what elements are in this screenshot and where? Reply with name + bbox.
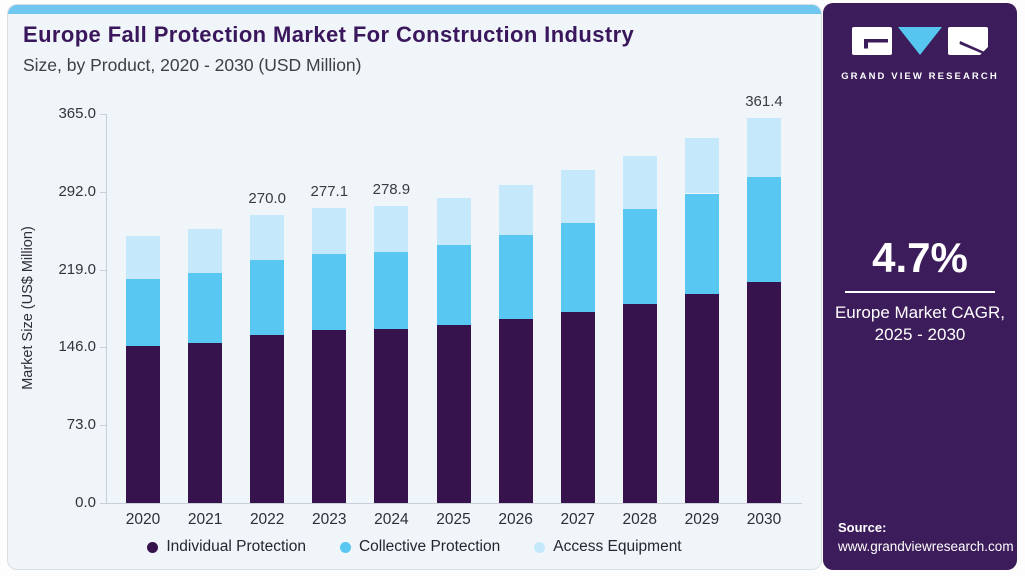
bar-segment-2024-individual-protection <box>374 328 409 503</box>
legend-item: Collective Protection <box>339 538 501 556</box>
bar-segment-2025-collective-protection <box>436 244 471 326</box>
y-tick-mark <box>100 114 106 115</box>
chart-title: Europe Fall Protection Market For Constr… <box>23 22 635 47</box>
x-tick-label: 2021 <box>187 511 223 528</box>
bar-segment-2027-individual-protection <box>560 311 595 503</box>
bar-segment-2024-collective-protection <box>374 251 409 329</box>
bar-total-label: 277.1 <box>310 182 349 200</box>
bar-segment-2029-collective-protection <box>684 193 719 294</box>
chart-legend: Individual Protection Collective Protecti… <box>8 538 821 556</box>
bar-segment-2024-access-equipment <box>374 205 409 252</box>
bar-segment-2030-access-equipment <box>747 117 781 177</box>
source-url: www.grandviewresearch.com <box>838 539 1014 555</box>
y-tick-mark <box>100 425 106 427</box>
brand-name: GRAND VIEW RESEARCH <box>841 71 999 82</box>
chart-subtitle: Size, by Product, 2020 - 2030 (USD Milli… <box>23 55 362 75</box>
x-tick-label: 2026 <box>498 511 533 528</box>
bar-segment-2020-collective-protection <box>126 278 160 346</box>
legend-label: Access Equipment <box>553 538 682 555</box>
source-label: Source: <box>838 519 887 535</box>
bar-segment-2030-collective-protection <box>747 176 781 282</box>
x-tick-label: 2023 <box>312 511 347 528</box>
x-tick-label: 2020 <box>125 511 161 528</box>
x-tick-label: 2027 <box>560 511 595 528</box>
y-tick-label: 146.0 <box>58 338 96 356</box>
bar-total-label: 278.9 <box>372 180 411 198</box>
bar-segment-2025-access-equipment <box>436 197 471 245</box>
bar-segment-2030-individual-protection <box>747 281 781 503</box>
x-tick-label: 2022 <box>249 511 285 528</box>
bar-segment-2023-collective-protection <box>312 254 347 331</box>
bar-segment-2027-access-equipment <box>560 170 595 223</box>
cagr-label-line1: Europe Market CAGR, <box>834 303 1006 322</box>
bar-segment-2025-individual-protection <box>436 325 471 503</box>
y-tick-mark <box>100 503 106 504</box>
bar-segment-2026-collective-protection <box>498 234 533 320</box>
bar-segment-2022-collective-protection <box>250 260 285 336</box>
bar-total-label: 361.4 <box>745 92 783 110</box>
x-tick-label: 2030 <box>746 511 782 528</box>
bar-segment-2022-individual-protection <box>250 335 285 503</box>
bar-segment-2021-access-equipment <box>188 228 223 273</box>
x-tick-label: 2029 <box>684 511 720 528</box>
y-tick-label: 365.0 <box>58 105 96 122</box>
x-axis-line <box>106 503 802 504</box>
legend-swatch-icon <box>147 541 159 553</box>
logo-letter-v <box>898 27 942 55</box>
bar-segment-2026-access-equipment <box>498 185 533 235</box>
bar-segment-2026-individual-protection <box>498 319 533 503</box>
y-tick-label: 219.0 <box>58 260 96 278</box>
bar-segment-2022-access-equipment <box>250 215 285 261</box>
bar-segment-2029-access-equipment <box>684 137 719 194</box>
x-tick-label: 2025 <box>436 511 471 528</box>
bar-segment-2027-collective-protection <box>560 222 595 312</box>
legend-label: Collective Protection <box>358 538 501 555</box>
top-accent-bar <box>8 5 821 14</box>
cagr-divider <box>845 291 995 293</box>
cagr-block: 4.7% Europe Market CAGR, 2025 - 2030 <box>823 234 1017 347</box>
bar-segment-2023-access-equipment <box>312 207 347 255</box>
y-tick-mark <box>100 347 106 349</box>
x-tick-label: 2024 <box>374 511 409 528</box>
brand-sidebar: GRAND VIEW RESEARCH 4.7% Europe Market C… <box>823 3 1017 570</box>
y-tick-label: 0.0 <box>75 494 96 511</box>
logo-letter-r <box>959 41 988 56</box>
y-tick-label: 73.0 <box>66 416 96 434</box>
y-axis-line <box>106 114 107 504</box>
y-axis-title: Market Size (US$ Million) <box>20 226 36 390</box>
bar-segment-2028-collective-protection <box>622 208 657 304</box>
gvr-logo: GRAND VIEW RESEARCH <box>823 27 1017 82</box>
bar-segment-2028-access-equipment <box>622 155 657 209</box>
legend-swatch-icon <box>339 541 351 553</box>
legend-label: Individual Protection <box>166 538 306 555</box>
logo-letter-g <box>864 39 888 49</box>
bar-segment-2029-individual-protection <box>684 293 719 503</box>
source-block: Source: www.grandviewresearch.com <box>838 519 1014 557</box>
bar-segment-2028-individual-protection <box>622 303 657 503</box>
bar-segment-2023-individual-protection <box>312 330 347 503</box>
cagr-label-line2: 2025 - 2030 <box>874 325 966 345</box>
legend-item: Access Equipment <box>534 538 682 556</box>
bar-segment-2020-access-equipment <box>126 235 160 279</box>
bar-segment-2020-individual-protection <box>126 345 160 503</box>
chart-panel: Europe Fall Protection Market For Constr… <box>7 4 822 570</box>
y-tick-label: 292.0 <box>58 182 96 200</box>
bar-segment-2021-individual-protection <box>188 342 223 503</box>
bar-segment-2021-collective-protection <box>188 272 223 343</box>
cagr-value: 4.7% <box>872 234 968 281</box>
legend-item: Individual Protection <box>147 538 306 556</box>
legend-swatch-icon <box>534 541 546 553</box>
bar-total-label: 270.0 <box>248 190 286 208</box>
y-tick-mark <box>100 269 106 271</box>
y-tick-mark <box>100 191 106 193</box>
x-tick-label: 2028 <box>622 511 658 528</box>
gvr-logo-icon <box>852 27 988 56</box>
